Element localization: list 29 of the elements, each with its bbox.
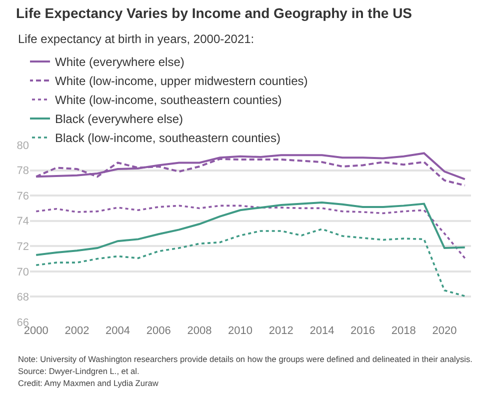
x-tick-label: 2016 bbox=[350, 325, 376, 337]
text: Credit: Amy Maxmen and Lydia Zuraw bbox=[18, 378, 160, 388]
legend-label: Black (low-income, southeastern counties) bbox=[55, 131, 280, 146]
y-tick-label: 80 bbox=[16, 140, 29, 152]
x-tick-label: 2010 bbox=[228, 325, 253, 337]
x-tick-label: 2008 bbox=[187, 325, 212, 337]
legend-label: White (low-income, upper midwestern counties) bbox=[55, 74, 308, 88]
y-tick-label: 76 bbox=[16, 190, 29, 202]
y-tick-label: 74 bbox=[16, 216, 29, 228]
line-series bbox=[35, 228, 466, 297]
y-tick-label: 78 bbox=[16, 165, 29, 178]
source-note: Source: Dwyer-Lindgren L., et al. bbox=[18, 366, 140, 376]
legend-label: Black (everywhere else) bbox=[55, 112, 184, 126]
y-tick-label: 72 bbox=[16, 240, 29, 253]
y-tick-label: 68 bbox=[16, 292, 29, 304]
text: Note: University of Washington researchers provide details on how the groups were defined and delineated in their analysis. bbox=[18, 354, 472, 364]
x-tick-label: 2018 bbox=[391, 325, 416, 337]
chart-subtitle: Life expectancy at birth in years, 2000-2021: bbox=[18, 32, 254, 46]
x-tick-label: 2020 bbox=[432, 325, 457, 337]
legend-label: White (low-income, southeastern counties) bbox=[55, 93, 282, 108]
x-tick-label: 2012 bbox=[268, 325, 294, 337]
x-tick-label: 2014 bbox=[310, 325, 334, 337]
legend-label: White (everywhere else) bbox=[55, 55, 184, 70]
x-tick-label: 2000 bbox=[24, 325, 48, 337]
y-tick-label: 70 bbox=[16, 266, 29, 278]
x-tick-label: 2004 bbox=[106, 325, 130, 337]
x-tick-label: 2002 bbox=[64, 325, 90, 337]
x-tick-label: 2006 bbox=[146, 325, 171, 337]
chart-title: Life Expectancy Varies by Income and Geography in the US bbox=[16, 4, 412, 21]
